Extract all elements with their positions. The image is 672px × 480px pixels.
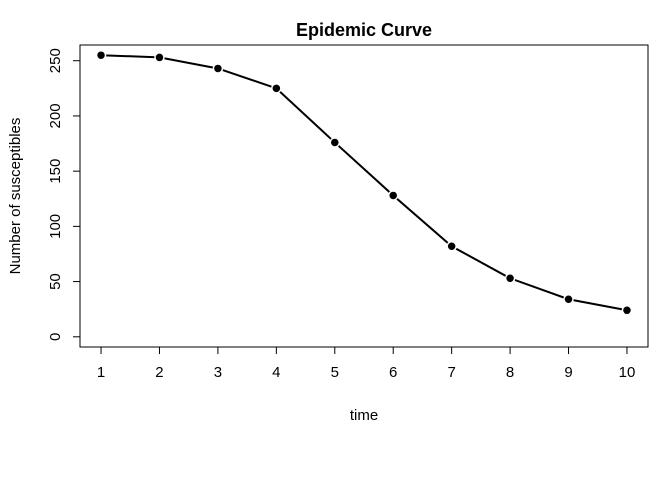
x-tick-label: 5: [331, 364, 339, 381]
x-tick-label: 4: [272, 364, 280, 381]
data-point: [563, 294, 574, 305]
x-axis-label: time: [350, 407, 378, 424]
x-tick-label: 2: [155, 364, 163, 381]
y-tick-label: 150: [47, 159, 64, 184]
y-tick-label: 0: [47, 333, 64, 341]
data-point: [446, 240, 457, 252]
x-tick-label: 6: [389, 364, 397, 381]
chart-title: Epidemic Curve: [296, 20, 432, 40]
data-point: [271, 83, 282, 94]
y-tick-label: 50: [47, 273, 64, 290]
data-point: [504, 273, 516, 284]
x-tick-label: 10: [619, 364, 636, 381]
y-tick-label: 200: [47, 103, 64, 128]
x-tick-label: 3: [214, 364, 222, 381]
data-point: [95, 49, 107, 61]
x-tick-label: 9: [564, 364, 572, 381]
data-point: [387, 190, 399, 201]
data-point: [621, 305, 633, 316]
x-tick-label: 7: [447, 364, 455, 381]
y-axis-label: Number of susceptibles: [7, 118, 24, 275]
y-tick-label: 100: [47, 214, 64, 239]
x-tick-label: 8: [506, 364, 514, 381]
data-points: [95, 49, 633, 316]
data-point: [154, 52, 165, 63]
series-line: [101, 54, 628, 312]
x-axis: 1 2 3 4 5 6 7 8 9 10: [97, 346, 636, 381]
x-tick-label: 1: [97, 364, 105, 381]
plot-frame: [79, 44, 649, 348]
y-tick-label: 250: [47, 48, 64, 73]
data-point: [329, 137, 341, 148]
y-axis: 0 50 100 150 200 250: [47, 48, 81, 341]
data-point: [212, 63, 224, 74]
